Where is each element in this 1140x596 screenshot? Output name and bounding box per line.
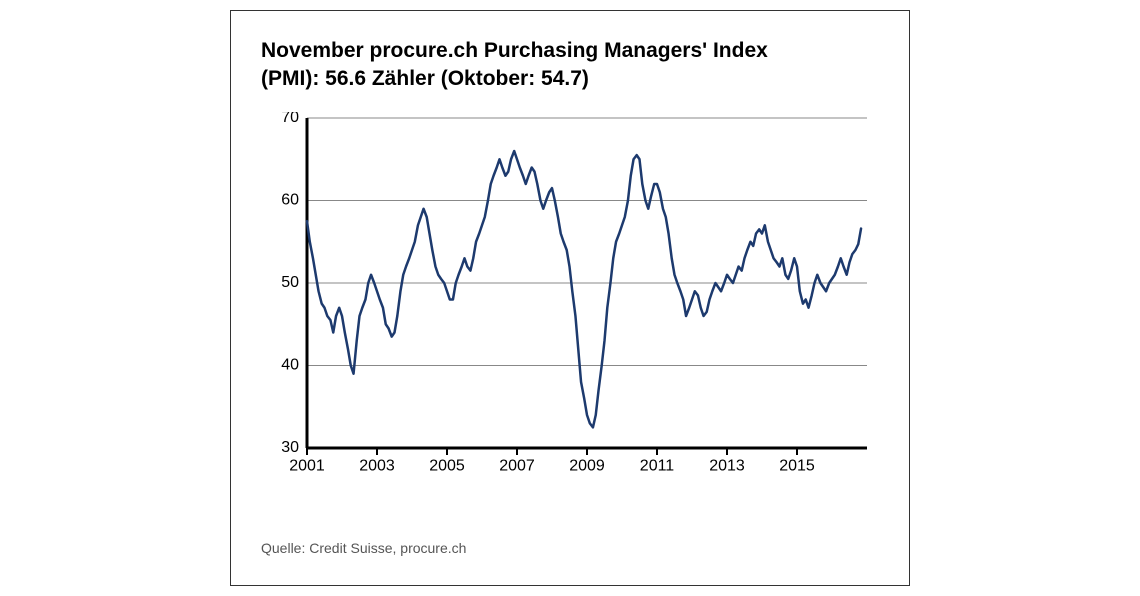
- line-chart-svg: 30 40 50 60 70 2001 2003 2005 2007 2009 2011 2013 20…: [261, 112, 875, 512]
- y-tick-label: 30: [281, 439, 299, 456]
- x-tick-label: 2001: [289, 457, 325, 474]
- y-tick-label: 60: [281, 191, 299, 208]
- x-tick-label: 2013: [709, 457, 745, 474]
- chart-title-line2: (PMI): 56.6 Zähler (Oktober: 54.7): [261, 67, 589, 90]
- pmi-series-line: [307, 151, 861, 427]
- y-tick-label: 70: [281, 112, 299, 126]
- x-tick-label: 2011: [640, 457, 675, 474]
- chart-source: Quelle: Credit Suisse, procure.ch: [261, 540, 879, 556]
- x-tick-label: 2005: [429, 457, 465, 474]
- x-tick-label: 2003: [359, 457, 395, 474]
- x-tick-label: 2015: [779, 457, 815, 474]
- chart-plot-area: 30 40 50 60 70 2001 2003 2005 2007 2009 2011 2013 20…: [261, 112, 875, 512]
- chart-panel: November procure.ch Purchasing Managers'…: [230, 10, 910, 586]
- y-tick-label: 40: [281, 356, 299, 373]
- x-tick-label: 2007: [499, 457, 535, 474]
- y-tick-label: 50: [281, 274, 299, 291]
- chart-title: November procure.ch Purchasing Managers'…: [261, 37, 879, 94]
- page: November procure.ch Purchasing Managers'…: [0, 0, 1140, 596]
- chart-title-line1: November procure.ch Purchasing Managers'…: [261, 39, 768, 62]
- x-tick-label: 2009: [569, 457, 605, 474]
